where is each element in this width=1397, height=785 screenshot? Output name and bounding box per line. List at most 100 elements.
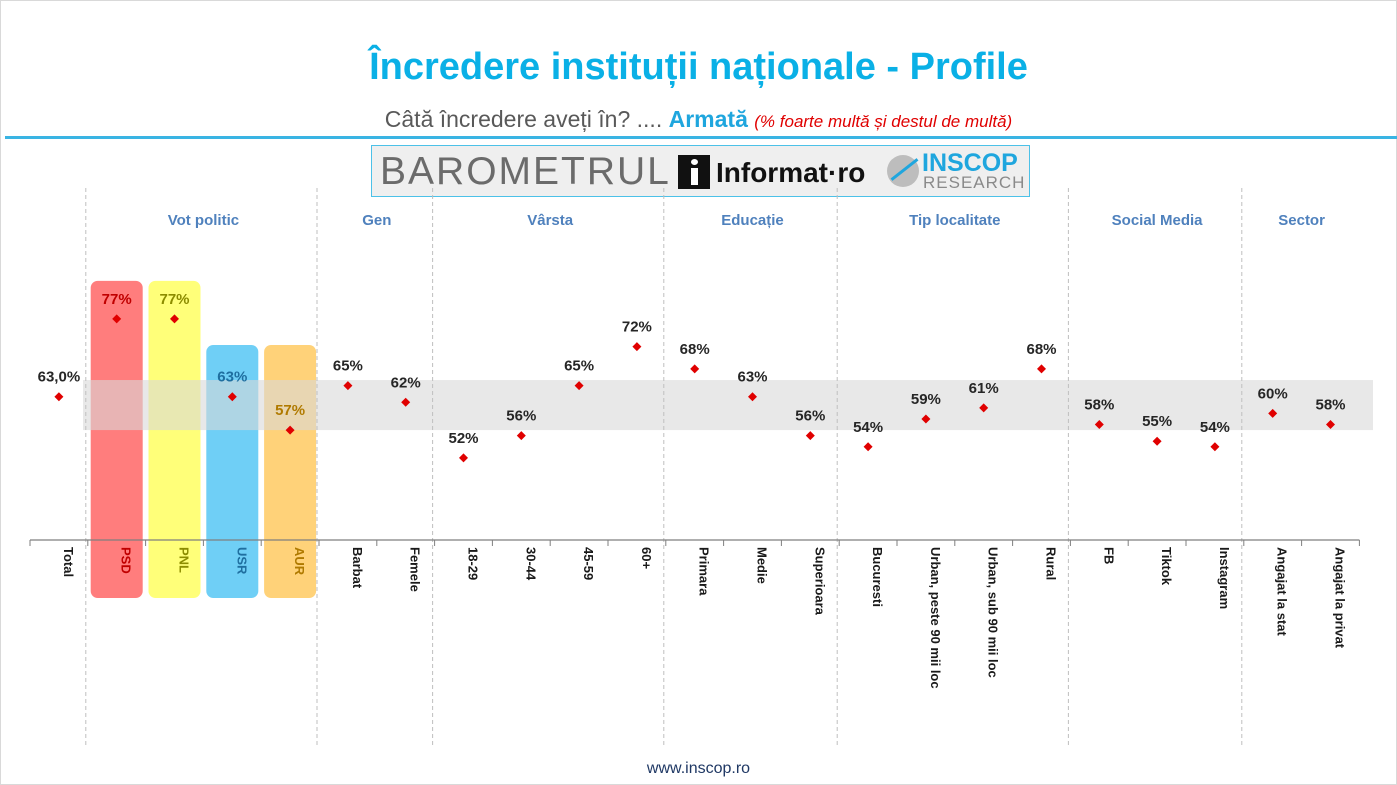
data-label-angajat-la-stat: 60% [1258, 385, 1288, 402]
data-label-medie: 63% [737, 369, 767, 386]
data-point-aur [285, 425, 295, 435]
data-point-total [54, 392, 64, 402]
group-label-vot-politic: Vot politic [168, 212, 239, 229]
data-point-primara [690, 364, 700, 374]
data-point-superioara [805, 431, 815, 441]
category-label-angajat-la-privat: Angajat la privat [1333, 547, 1348, 649]
category-label-barbat: Barbat [350, 547, 365, 589]
informat-logo-icon [678, 155, 710, 189]
data-label-primara: 68% [680, 341, 710, 358]
data-point-barbat [343, 381, 353, 391]
reference-band [83, 380, 1373, 431]
category-label-urban-peste-90-mii-loc: Urban, peste 90 mii loc [928, 547, 943, 689]
data-point-psd [112, 314, 122, 324]
data-label-superioara: 56% [795, 408, 825, 425]
category-label-total: Total [61, 547, 76, 577]
subtitle-note: (% foarte multă și destul de multă) [754, 112, 1013, 131]
category-label-pnl: PNL [177, 547, 192, 573]
data-point-angajat-la-stat [1268, 408, 1278, 418]
category-label-aur: AUR [292, 547, 307, 576]
inscop-logo-text: INSCOP [922, 149, 1018, 177]
category-label-usr: USR [234, 547, 249, 575]
informat-logo-text: Informat·ro [716, 157, 866, 188]
group-labels: Vot politic Gen Vârsta Educație Tip localita… [168, 212, 1325, 229]
data-point-angajat-la-privat [1326, 420, 1335, 430]
data-label-instagram: 54% [1200, 419, 1230, 436]
category-label-tiktok: Tiktok [1159, 547, 1174, 586]
category-label-urban-sub-90-mii-loc: Urban, sub 90 mii loc [986, 547, 1001, 678]
data-point-pnl [170, 314, 179, 324]
data-label-pnl: 77% [159, 291, 189, 308]
data-label-urban-sub-90-mii-loc: 61% [969, 380, 999, 397]
inscop-logo-icon [887, 155, 919, 187]
category-label-bucuresti: Bucuresti [870, 547, 885, 607]
group-label-gen: Gen [362, 212, 391, 229]
data-point-femele [401, 397, 411, 407]
header-divider [5, 136, 1397, 139]
subtitle-question: Câtă încredere aveți în? .... [384, 106, 663, 132]
category-label-instagram: Instagram [1217, 547, 1232, 609]
data-label-urban-peste-90-mii-loc: 59% [911, 391, 941, 408]
data-label-bucuresti: 54% [853, 419, 883, 436]
category-label-angajat-la-stat: Angajat la stat [1275, 547, 1290, 637]
data-point-bucuresti [863, 442, 873, 452]
partner-banner: BAROMETRUL Informat·ro INSCOP RESEARCH [371, 145, 1030, 197]
category-label-superioara: Superioara [812, 547, 827, 616]
data-label-60: 72% [622, 319, 652, 336]
barometer-logo-text: BAROMETRUL [380, 150, 671, 193]
category-label-fb: FB [1101, 547, 1116, 564]
inscop-research-text: RESEARCH [923, 173, 1026, 192]
data-label-total: 63,0% [38, 369, 81, 386]
data-label-30-44: 56% [506, 408, 536, 425]
data-point-urban-peste-90-mii-loc [921, 414, 931, 424]
group-label-educa-ie: Educație [721, 212, 784, 229]
group-label-sector: Sector [1278, 212, 1325, 229]
category-label-primara: Primara [697, 547, 712, 596]
data-label-angajat-la-privat: 58% [1315, 397, 1345, 414]
highlight-pill-psd [90, 280, 143, 598]
data-point-18-29 [459, 453, 468, 463]
data-label-usr: 63% [217, 369, 247, 386]
category-label-45-59: 45-59 [581, 547, 596, 580]
group-label-social-media: Social Media [1112, 212, 1204, 229]
data-label-barbat: 65% [333, 358, 363, 375]
footer-url: www.inscop.ro [646, 760, 751, 777]
data-label-rural: 68% [1026, 341, 1056, 358]
category-label-rural: Rural [1044, 547, 1059, 580]
x-axis-ticks [29, 540, 1360, 546]
group-label-tip-localitate: Tip localitate [909, 212, 1000, 229]
category-label-medie: Medie [755, 547, 770, 584]
category-label-30-44: 30-44 [523, 547, 538, 581]
data-markers [54, 314, 1335, 463]
data-point-45-59 [574, 381, 584, 391]
category-label-psd: PSD [119, 547, 134, 574]
category-label-60: 60+ [639, 547, 654, 569]
data-point-rural [1037, 364, 1046, 374]
data-label-femele: 62% [391, 374, 421, 391]
highlight-pill-pnl [148, 280, 201, 598]
data-point-urban-sub-90-mii-loc [979, 403, 989, 413]
data-point-usr [227, 392, 237, 402]
data-point-60 [632, 342, 642, 352]
page-subtitle: Câtă încredere aveți în? .... Armată (% … [0, 106, 1397, 133]
data-point-30-44 [516, 431, 526, 441]
group-label-v-rsta: Vârsta [527, 212, 574, 229]
subtitle-institution: Armată [668, 106, 748, 132]
category-label-18-29: 18-29 [466, 547, 481, 580]
data-labels: 63,0% 77% 77% 63% 57% 65% 62% 52% 56% 65% 72% 68% 63… [38, 291, 1346, 447]
data-point-tiktok [1152, 436, 1162, 446]
category-labels: Total PSD PNL USR AUR Barbat Femele 18-29 30-44 4… [61, 547, 1348, 689]
data-point-fb [1094, 420, 1104, 430]
data-point-medie [748, 392, 757, 402]
group-separators [85, 188, 1243, 748]
data-label-18-29: 52% [448, 430, 478, 447]
data-label-fb: 58% [1084, 397, 1114, 414]
data-label-45-59: 65% [564, 358, 594, 375]
data-point-instagram [1210, 442, 1220, 452]
category-label-femele: Femele [408, 547, 423, 592]
data-label-tiktok: 55% [1142, 413, 1172, 430]
data-label-psd: 77% [102, 291, 132, 308]
data-label-aur: 57% [275, 402, 305, 419]
